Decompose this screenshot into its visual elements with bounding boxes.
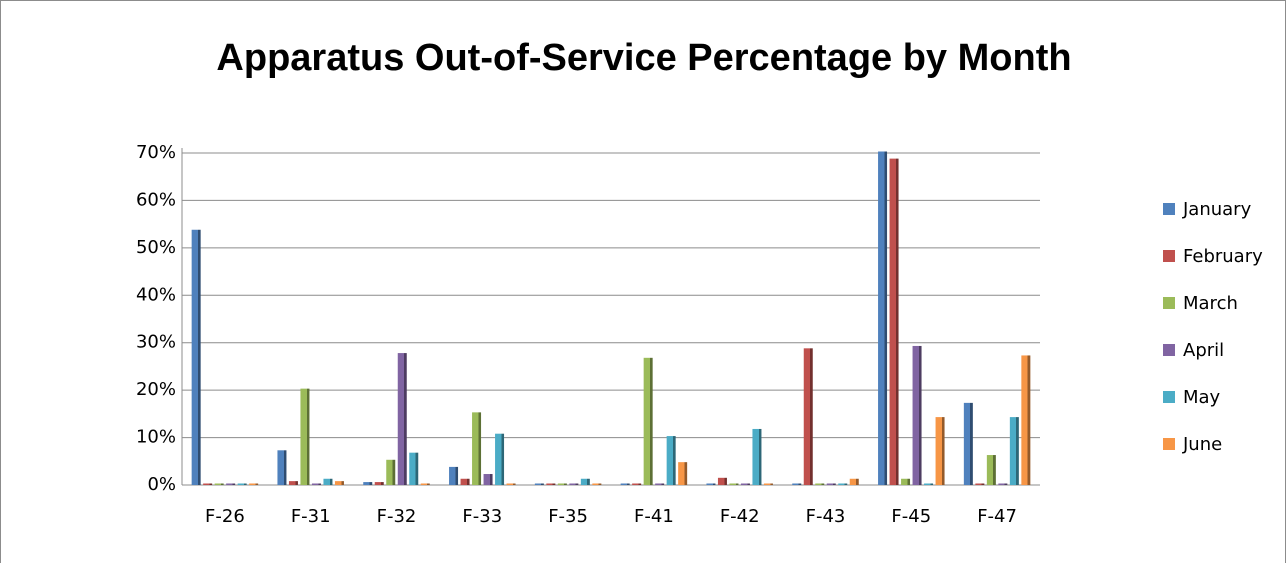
bar [815,483,825,485]
bar [1009,417,1019,485]
x-tick-label: F-43 [806,506,846,527]
bar [288,481,298,485]
bar [472,412,482,485]
bar [449,466,459,485]
bar [963,402,973,485]
legend-swatch [1163,391,1175,403]
bar [826,483,836,485]
bar [889,158,899,485]
bar [580,478,590,485]
legend-swatch [1163,438,1175,450]
legend-label: March [1183,293,1238,314]
bar [386,459,396,485]
bar [592,483,602,485]
bar [935,417,945,485]
y-tick-label: 60% [136,189,176,210]
bar [374,482,384,485]
legend-label: June [1182,434,1222,455]
bar [706,483,716,485]
bar [323,478,333,485]
legend-swatch [1163,250,1175,262]
bar [1021,355,1031,485]
bar [334,481,344,485]
bar [506,483,516,485]
bar [763,483,773,485]
bar [409,452,419,485]
bar [752,428,762,485]
bar [226,483,236,485]
bar [678,462,688,485]
bar [460,478,470,485]
legend-label: January [1182,199,1252,220]
bar [803,348,813,485]
bar [311,483,321,485]
y-tick-label: 40% [136,284,176,305]
bar [249,483,259,485]
bar [191,229,201,485]
bar [666,436,676,485]
bar [420,483,430,485]
y-tick-label: 70% [136,142,176,163]
bar [483,474,493,485]
chart-title: Apparatus Out-of-Service Percentage by M… [216,37,1071,79]
bar [569,483,579,485]
x-tick-label: F-41 [634,506,674,527]
x-tick-label: F-31 [291,506,331,527]
x-tick-label: F-33 [462,506,502,527]
bar [838,483,848,485]
bar [237,483,247,485]
y-tick-label: 30% [136,332,176,353]
x-tick-label: F-45 [891,506,931,527]
legend-swatch [1163,297,1175,309]
x-tick-label: F-32 [377,506,417,527]
bar [397,353,407,485]
legend-label: February [1183,246,1263,267]
bar [643,357,653,485]
bar [363,482,373,485]
bar [849,478,859,485]
y-tick-label: 10% [136,427,176,448]
bar [546,483,556,485]
legend-label: May [1183,387,1221,408]
y-tick-label: 50% [136,237,176,258]
bar [495,433,505,485]
bar [792,483,802,485]
x-tick-label: F-35 [548,506,588,527]
bar [740,483,750,485]
bar [632,483,642,485]
bar [901,478,911,485]
bar [534,483,544,485]
bar [620,483,630,485]
bar [214,483,224,485]
bar [998,483,1008,485]
x-tick-label: F-26 [205,506,245,527]
bar [729,483,739,485]
bar [878,151,888,485]
y-tick-label: 20% [136,379,176,400]
bar [203,483,213,485]
bar [300,388,310,485]
bar [717,477,727,485]
bar [924,483,934,485]
bar [557,483,567,485]
legend-swatch [1163,344,1175,356]
bar [655,483,665,485]
bar [277,450,287,485]
legend-label: April [1183,340,1224,361]
bar [986,455,996,485]
legend-swatch [1163,203,1175,215]
x-tick-label: F-47 [977,506,1017,527]
bar [912,345,922,485]
x-tick-label: F-42 [720,506,760,527]
y-tick-label: 0% [147,474,176,495]
bar [975,483,985,485]
